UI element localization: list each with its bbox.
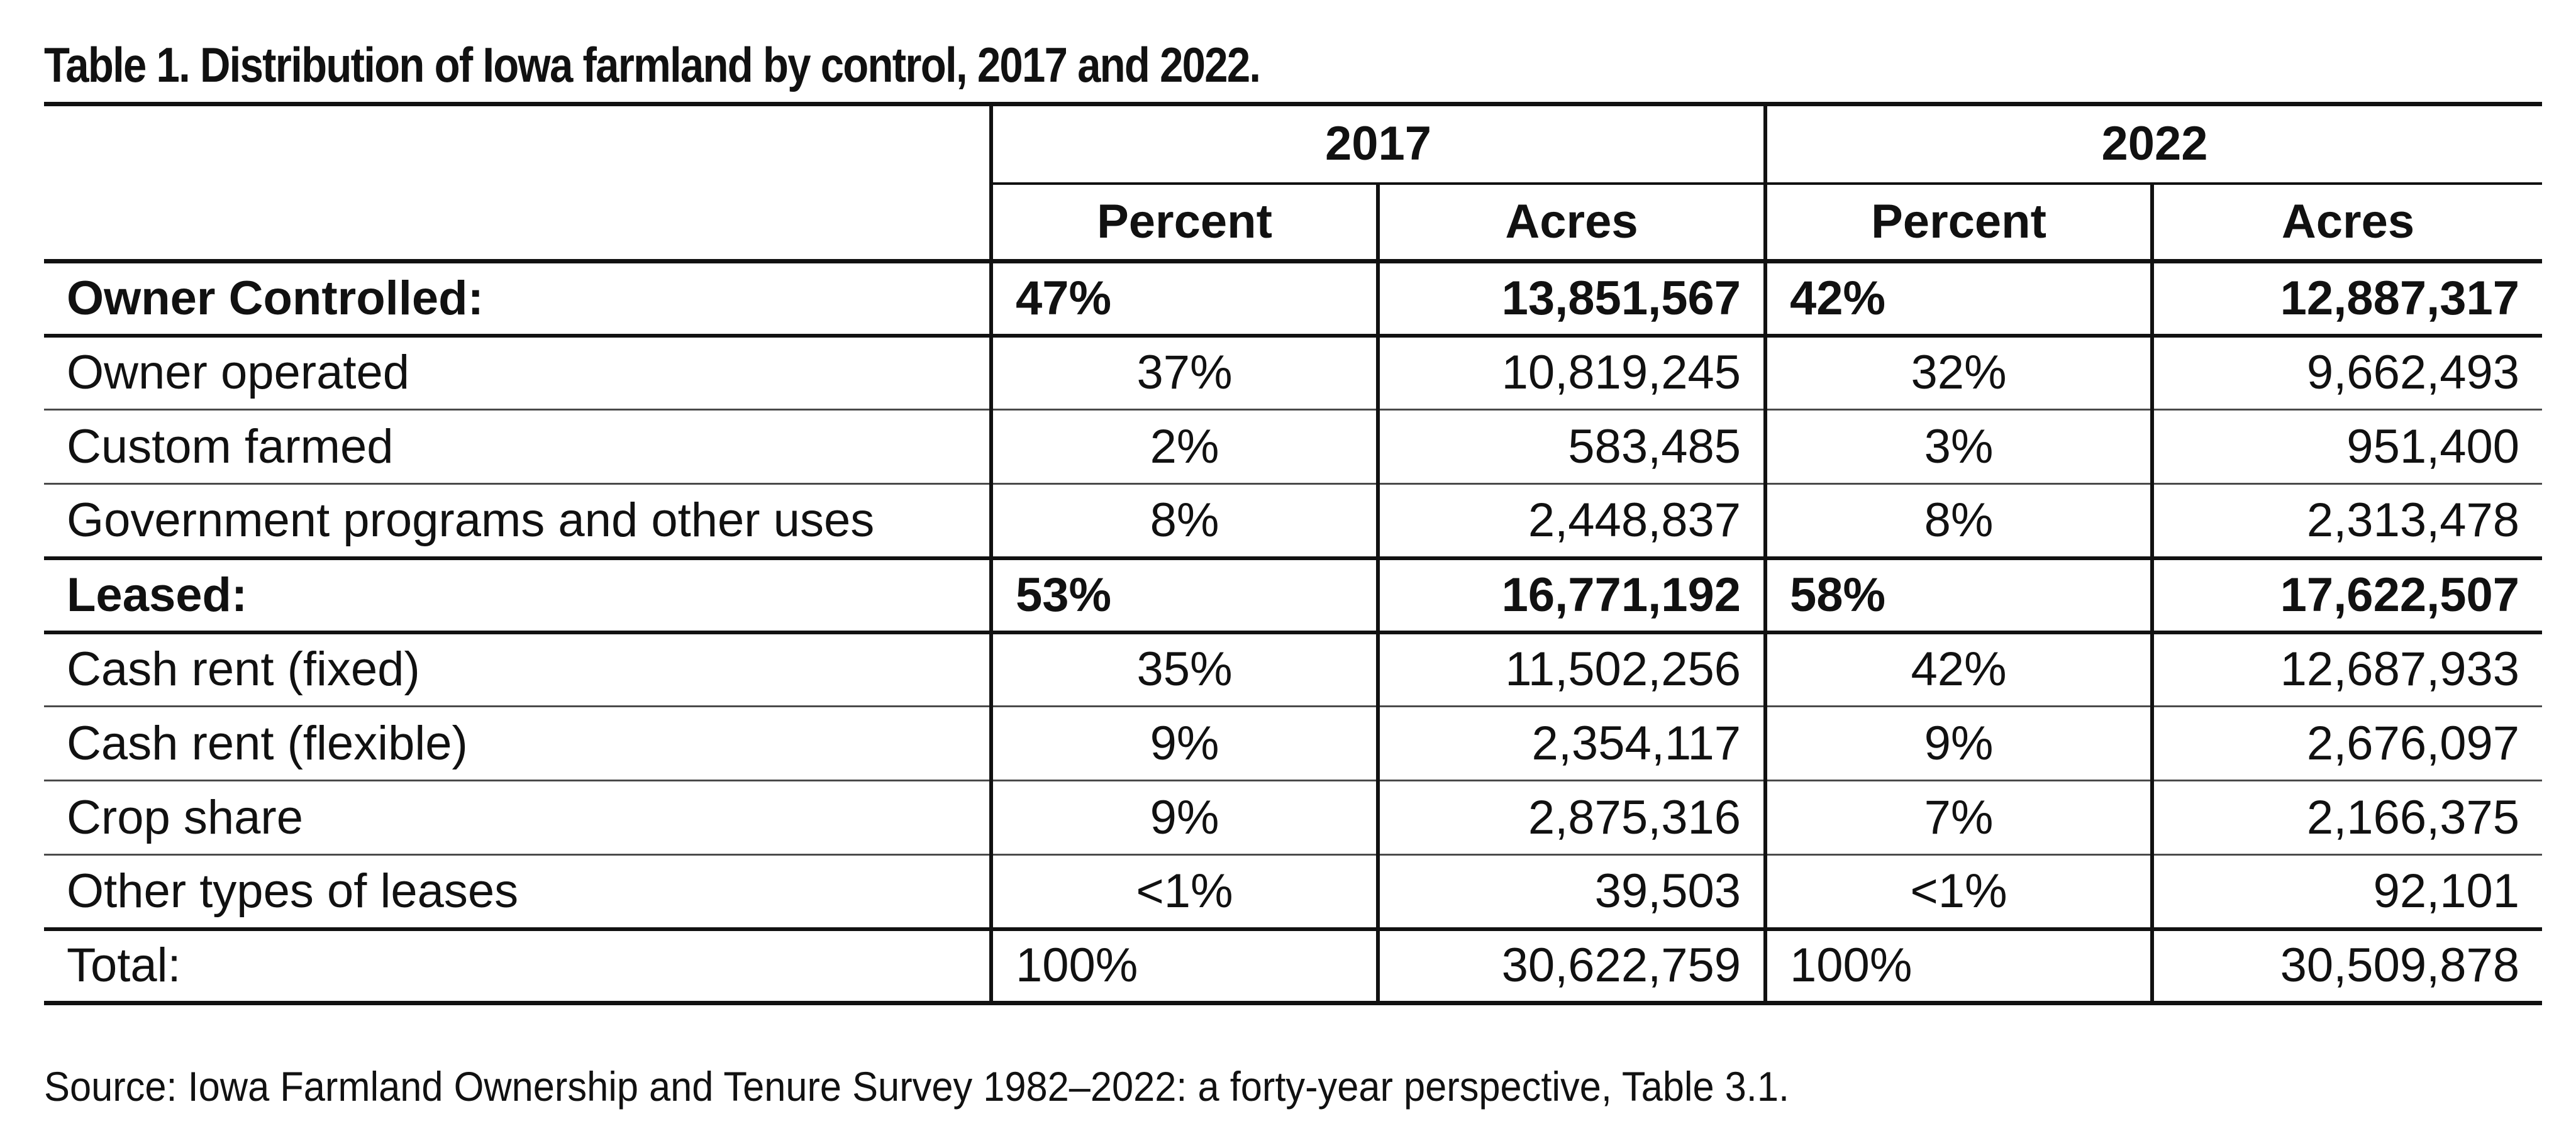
acres-2017: 30,622,759 bbox=[1375, 929, 1766, 1005]
percent-2017: <1% bbox=[989, 854, 1378, 931]
percent-2017: 9% bbox=[989, 780, 1378, 856]
percent-2022: <1% bbox=[1763, 854, 2153, 931]
row-label: Government programs and other uses bbox=[44, 483, 991, 560]
year-header-2022: 2022 bbox=[1763, 102, 2543, 185]
percent-2017: 9% bbox=[989, 706, 1378, 781]
subheader-acres-2022: Acres bbox=[2150, 183, 2543, 263]
table-row-leased: Leased: 53% 16,771,192 58% 17,622,507 bbox=[44, 558, 2543, 634]
acres-2022: 9,662,493 bbox=[2150, 335, 2543, 411]
table-title: Table 1. Distribution of Iowa farmland b… bbox=[44, 37, 1261, 92]
acres-2022: 2,676,097 bbox=[2150, 706, 2543, 781]
table-row-owner-operated: Owner operated 37% 10,819,245 32% 9,662,… bbox=[44, 335, 2543, 411]
acres-2022: 12,687,933 bbox=[2150, 632, 2543, 707]
table-row-total: Total: 100% 30,622,759 100% 30,509,878 bbox=[44, 929, 2543, 1005]
percent-2022: 58% bbox=[1763, 558, 2153, 634]
acres-2022: 12,887,317 bbox=[2150, 261, 2543, 338]
year-header-row: 2017 2022 bbox=[44, 102, 2543, 185]
subheader-acres-2017: Acres bbox=[1375, 183, 1766, 263]
acres-2017: 583,485 bbox=[1375, 409, 1766, 485]
subheader-percent-2022: Percent bbox=[1763, 183, 2153, 263]
acres-2017: 39,503 bbox=[1375, 854, 1766, 931]
percent-2017: 53% bbox=[989, 558, 1378, 634]
acres-2022: 951,400 bbox=[2150, 409, 2543, 485]
percent-2022: 42% bbox=[1763, 632, 2153, 707]
acres-2017: 2,354,117 bbox=[1375, 706, 1766, 781]
percent-2017: 35% bbox=[989, 632, 1378, 707]
acres-2022: 2,313,478 bbox=[2150, 483, 2543, 560]
table-row-government-programs: Government programs and other uses 8% 2,… bbox=[44, 483, 2543, 560]
percent-2017: 37% bbox=[989, 335, 1378, 411]
row-label: Leased: bbox=[44, 558, 991, 634]
table-row-cash-rent-fixed: Cash rent (fixed) 35% 11,502,256 42% 12,… bbox=[44, 632, 2543, 707]
acres-2017: 2,448,837 bbox=[1375, 483, 1766, 560]
percent-2022: 7% bbox=[1763, 780, 2153, 856]
acres-2017: 16,771,192 bbox=[1375, 558, 1766, 634]
percent-2022: 3% bbox=[1763, 409, 2153, 485]
subheader-percent-2017: Percent bbox=[989, 183, 1378, 263]
table-row-crop-share: Crop share 9% 2,875,316 7% 2,166,375 bbox=[44, 780, 2543, 856]
table-row-cash-rent-flexible: Cash rent (flexible) 9% 2,354,117 9% 2,6… bbox=[44, 706, 2543, 781]
acres-2017: 11,502,256 bbox=[1375, 632, 1766, 707]
acres-2017: 13,851,567 bbox=[1375, 261, 1766, 338]
source-note: Source: Iowa Farmland Ownership and Tenu… bbox=[44, 1063, 1790, 1110]
row-label: Total: bbox=[44, 929, 991, 1005]
subheader-row: Percent Acres Percent Acres bbox=[44, 183, 2543, 263]
table-row-other-leases: Other types of leases <1% 39,503 <1% 92,… bbox=[44, 854, 2543, 931]
percent-2017: 2% bbox=[989, 409, 1378, 485]
acres-2022: 17,622,507 bbox=[2150, 558, 2543, 634]
percent-2017: 8% bbox=[989, 483, 1378, 560]
acres-2022: 92,101 bbox=[2150, 854, 2543, 931]
acres-2022: 30,509,878 bbox=[2150, 929, 2543, 1005]
row-label: Custom farmed bbox=[44, 409, 991, 485]
header-blank-cell bbox=[44, 102, 991, 184]
percent-2022: 32% bbox=[1763, 335, 2153, 411]
farmland-table: 2017 2022 Percent Acres Percent Acres Ow… bbox=[44, 102, 2543, 1005]
acres-2017: 10,819,245 bbox=[1375, 335, 1766, 411]
row-label: Cash rent (flexible) bbox=[44, 706, 991, 781]
row-label: Cash rent (fixed) bbox=[44, 632, 991, 707]
percent-2022: 42% bbox=[1763, 261, 2153, 338]
percent-2017: 47% bbox=[989, 261, 1378, 338]
table-row-owner-controlled: Owner Controlled: 47% 13,851,567 42% 12,… bbox=[44, 261, 2543, 338]
row-label: Crop share bbox=[44, 780, 991, 856]
row-label: Owner operated bbox=[44, 335, 991, 411]
acres-2017: 2,875,316 bbox=[1375, 780, 1766, 856]
row-label: Other types of leases bbox=[44, 854, 991, 931]
header-blank-cell bbox=[44, 183, 991, 263]
percent-2017: 100% bbox=[989, 929, 1378, 1005]
percent-2022: 8% bbox=[1763, 483, 2153, 560]
table-row-custom-farmed: Custom farmed 2% 583,485 3% 951,400 bbox=[44, 409, 2543, 485]
percent-2022: 9% bbox=[1763, 706, 2153, 781]
acres-2022: 2,166,375 bbox=[2150, 780, 2543, 856]
percent-2022: 100% bbox=[1763, 929, 2153, 1005]
row-label: Owner Controlled: bbox=[44, 261, 991, 338]
year-header-2017: 2017 bbox=[989, 102, 1766, 185]
